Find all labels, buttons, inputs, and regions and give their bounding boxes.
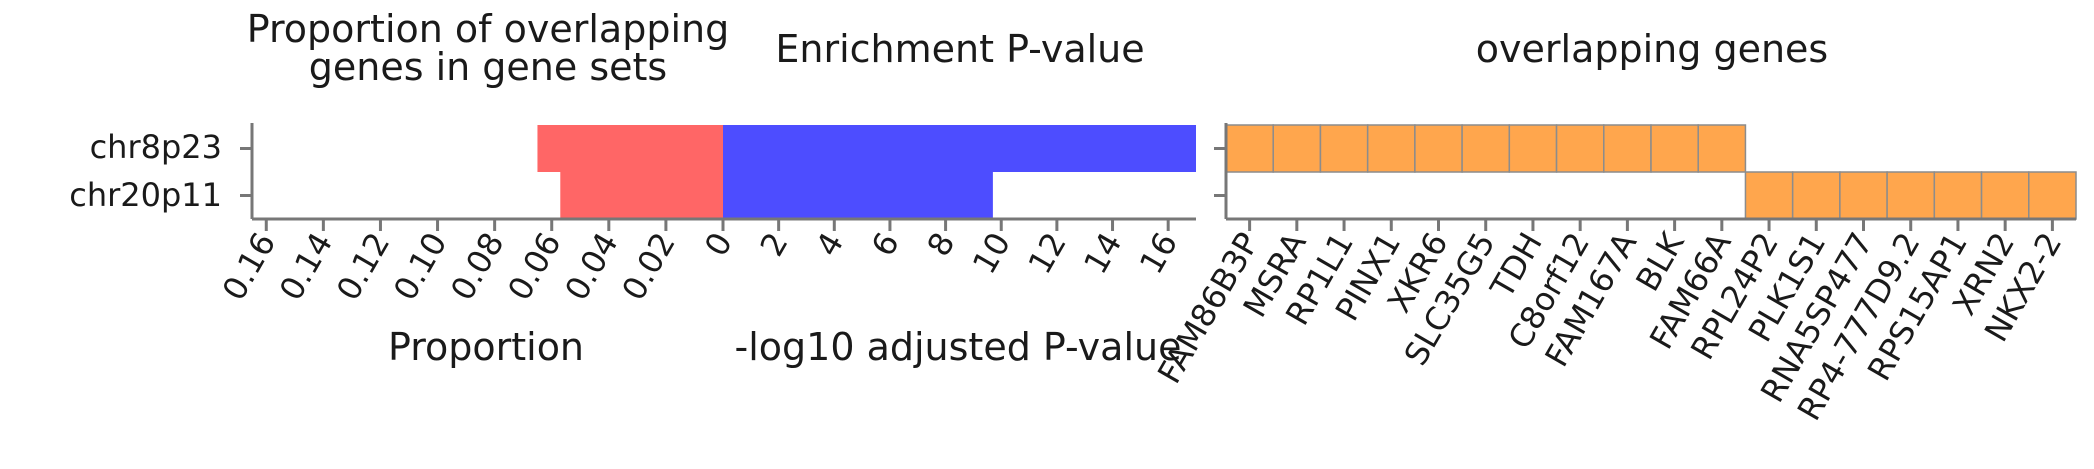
proportion-x-tick-label-2: 0.12 [329,226,398,307]
gene-cell-chr8p23-PINX1 [1366,124,1416,173]
gene-cell-chr20p11-XRN2 [1980,171,2030,220]
gene-cell-chr8p23-FAM167A [1603,124,1652,173]
pvalue-panel-title: Enrichment P-value [775,27,1144,71]
pvalue-x-tick-label-8: 16 [1132,226,1185,280]
pvalue-x-tick-label-3: 6 [864,226,907,263]
proportion-bar-chr20p11 [560,172,723,219]
pvalue-x-tick-label-1: 2 [752,226,795,263]
pvalue-x-tick-label-2: 4 [808,226,851,263]
gene-cell-chr8p23-MSRA [1272,124,1322,173]
proportion-x-tick-label-0: 0.16 [215,226,284,307]
pvalue-x-tick-label-7: 14 [1076,226,1129,280]
proportion-x-tick-label-4: 0.08 [443,226,512,307]
pvalue-x-tick-label-6: 12 [1021,226,1074,280]
gene-cell-chr20p11-NKX2-2 [2028,171,2077,220]
proportion-panel-title-line2: genes in gene sets [309,45,667,89]
proportion-panel-title-line1: Proportion of overlapping [247,7,729,51]
gene-cell-chr8p23-FAM66A [1697,124,1747,173]
proportion-bar-chr8p23 [537,125,723,172]
gene-cell-chr20p11-RNA5SP477 [1839,171,1888,220]
row-label-chr8p23: chr8p23 [90,128,222,166]
pvalue-x-tick-label-5: 10 [965,226,1018,280]
gene-cell-chr8p23-RP1L1 [1319,124,1369,173]
gene-cell-chr20p11-PLK1S1 [1791,171,1841,220]
pvalue-bar-chr8p23 [723,125,1196,172]
pvalue-x-tick-label-0: 0 [697,226,740,263]
proportion-x-tick-label-1: 0.14 [272,226,341,307]
gene-cell-chr20p11-RP4-777D9.2 [1886,171,1936,220]
genes-panel-title: overlapping genes [1476,27,1828,71]
gene-cell-chr8p23-BLK [1650,124,1699,173]
gene-cell-chr8p23-SLC35G5 [1461,124,1511,173]
gene-cell-chr20p11-RPL24P2 [1744,171,1794,220]
gene-cell-chr8p23-C8orf12 [1555,124,1605,173]
pvalue-x-tick-label-4: 8 [919,226,962,263]
proportion-x-tick-label-6: 0.04 [557,226,626,307]
proportion-axis-label: Proportion [388,325,584,369]
proportion-x-tick-label-7: 0.02 [614,226,683,307]
row-label-chr20p11: chr20p11 [69,176,222,214]
proportion-x-tick-label-3: 0.10 [386,226,455,307]
gene-cell-chr8p23-FAM86B3P [1225,124,1274,173]
gene-cell-chr8p23-TDH [1508,124,1558,173]
gene-cell-chr8p23-XKR6 [1414,124,1463,173]
pvalue-axis-label: -log10 adjusted P-value [735,325,1182,369]
proportion-x-tick-label-5: 0.06 [500,226,569,307]
gene-cell-chr20p11-RPS15AP1 [1933,171,1983,220]
chart-marks: 0.160.140.120.100.080.060.040.02 0 2 4 6 8 10 1… [215,123,2077,427]
pvalue-bar-chr20p11 [723,172,993,219]
